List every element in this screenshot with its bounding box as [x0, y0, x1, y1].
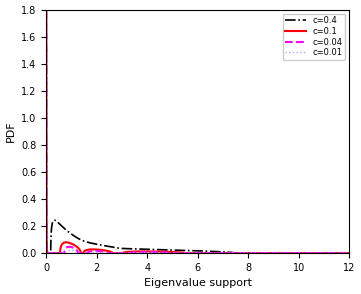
- Y-axis label: PDF: PDF: [5, 121, 16, 142]
- c=0.01: [347, 251, 351, 255]
- Line: c=0.4: c=0.4: [46, 11, 349, 253]
- c=0.4: [44, 9, 48, 13]
- c=0.4: [347, 251, 351, 255]
- c=0.04: [99, 250, 104, 253]
- c=0.1: [347, 251, 351, 255]
- c=0.4: [293, 251, 297, 255]
- c=0.04: [270, 251, 274, 255]
- c=0.1: [226, 251, 230, 255]
- c=0.01: [226, 251, 230, 255]
- c=0.04: [241, 251, 245, 255]
- X-axis label: Eigenvalue support: Eigenvalue support: [144, 278, 252, 288]
- Line: c=0.04: c=0.04: [46, 11, 349, 253]
- c=0.1: [44, 9, 48, 13]
- c=0.4: [160, 248, 164, 251]
- c=0.1: [241, 251, 245, 255]
- c=0.01: [99, 251, 104, 255]
- c=0.04: [160, 251, 164, 254]
- Line: c=0.01: c=0.01: [46, 211, 349, 253]
- c=0.4: [270, 251, 274, 255]
- c=0.4: [241, 251, 245, 255]
- c=0.04: [293, 251, 297, 255]
- c=0.4: [99, 243, 104, 247]
- c=0.01: [293, 251, 297, 255]
- c=0.04: [226, 251, 230, 255]
- c=0.1: [270, 251, 274, 255]
- c=0.01: [241, 251, 245, 255]
- c=0.01: [160, 251, 164, 255]
- c=0.01: [270, 251, 274, 255]
- c=0.04: [44, 9, 48, 13]
- c=0.04: [347, 251, 351, 255]
- Line: c=0.1: c=0.1: [46, 11, 349, 253]
- c=0.4: [226, 250, 230, 254]
- c=0.1: [293, 251, 297, 255]
- c=0.1: [99, 248, 104, 252]
- c=0.1: [160, 250, 164, 253]
- c=0.01: [44, 209, 48, 212]
- Legend: c=0.4, c=0.1, c=0.04, c=0.01: c=0.4, c=0.1, c=0.04, c=0.01: [283, 14, 345, 60]
